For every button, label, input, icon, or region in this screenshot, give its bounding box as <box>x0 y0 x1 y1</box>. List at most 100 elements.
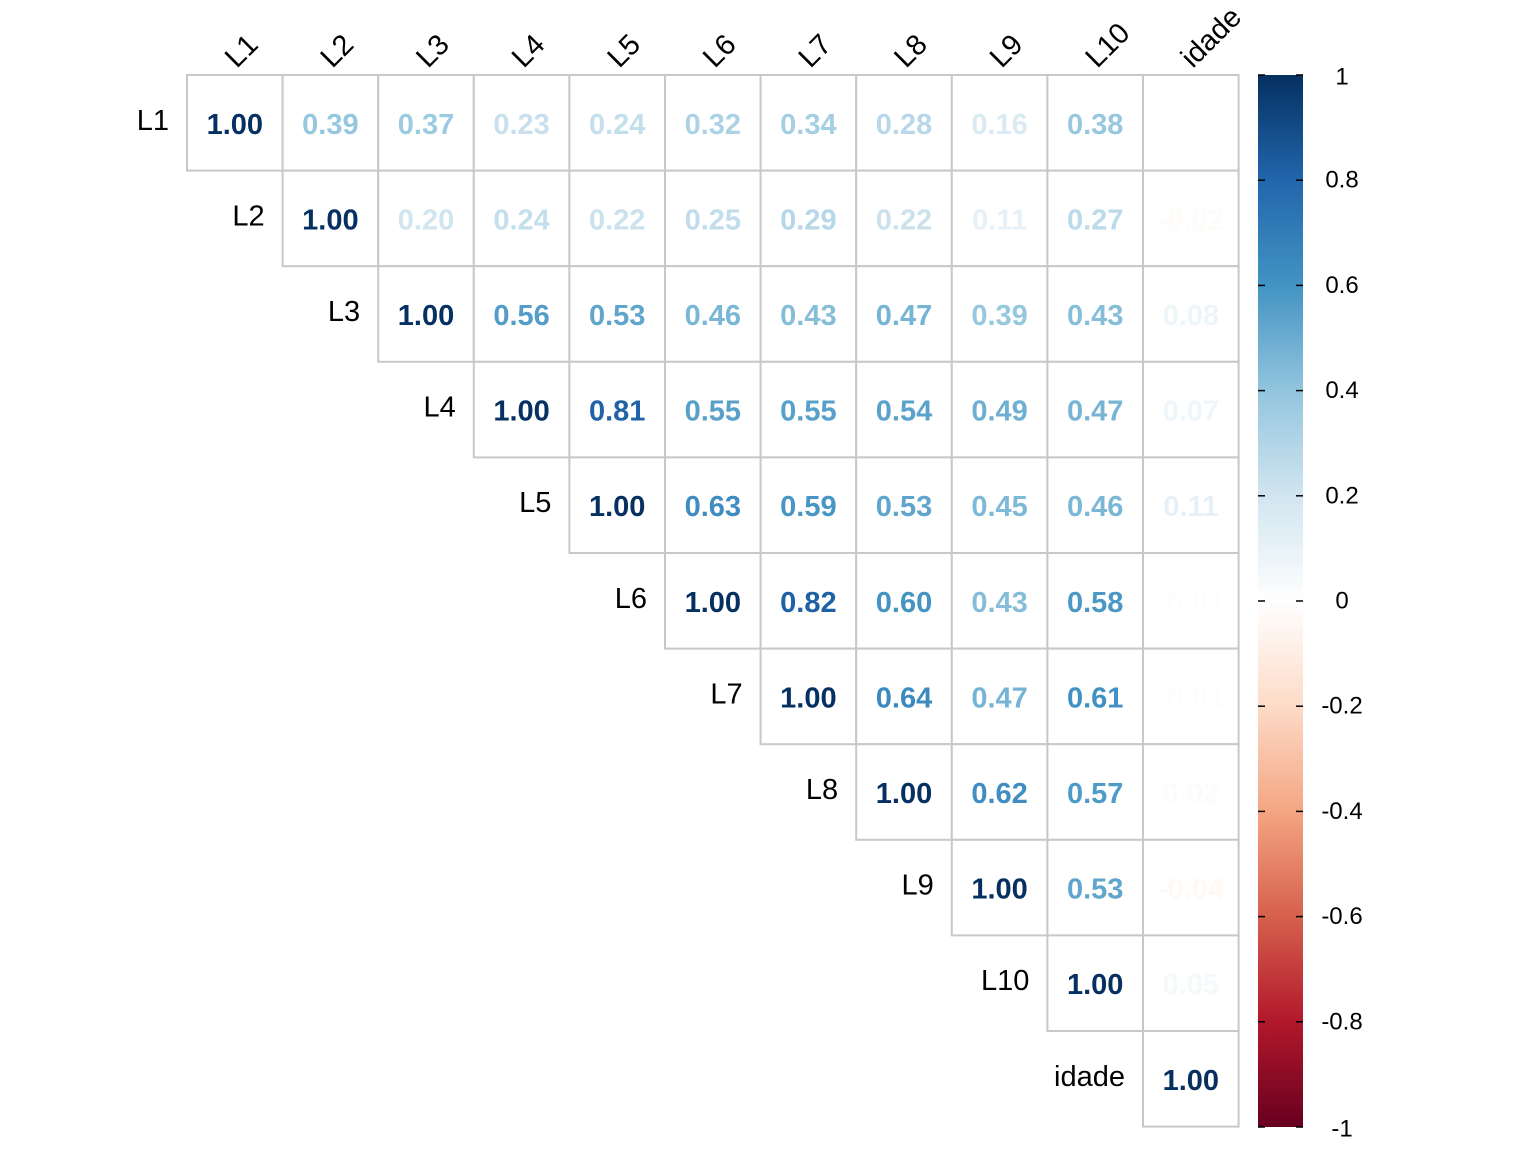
cell-value: 0.38 <box>1067 109 1123 141</box>
cell-value: 1.00 <box>1067 969 1123 1001</box>
row-label-L10: L10 <box>981 965 1029 997</box>
cell-idade-idade: 1.00 <box>1142 1030 1240 1128</box>
cell-box <box>568 456 667 554</box>
col-label-L2: L2 <box>315 29 360 74</box>
cell-box <box>950 360 1049 459</box>
cell-value: 0.53 <box>876 491 932 523</box>
cell-box <box>186 74 284 172</box>
cell-L3-idade: 0.08 <box>1142 265 1240 363</box>
colorbar-tick-label: -1 <box>1331 1116 1352 1143</box>
cell-box <box>855 456 953 554</box>
cell-L9-L9: 1.00 <box>950 838 1049 937</box>
colorbar-tick-label: 0.8 <box>1325 167 1358 194</box>
cell-L1-L10: 0.38 <box>1046 74 1145 172</box>
cell-value: 1.00 <box>493 396 549 428</box>
cell-L4-L10: 0.47 <box>1046 360 1145 459</box>
cell-value: 0.62 <box>971 778 1027 810</box>
cell-L1-L7: 0.34 <box>759 74 858 172</box>
cell-value: 0.25 <box>685 204 741 236</box>
cell-L3-L10: 0.43 <box>1046 265 1145 363</box>
cell-value: 1.00 <box>589 491 645 523</box>
cell-value: 0.63 <box>685 491 741 523</box>
cell-L2-L9: 0.11 <box>950 169 1049 268</box>
cell-L3-L3: 1.00 <box>377 265 475 363</box>
cell-box <box>1046 265 1145 363</box>
cell-value: 0.34 <box>780 109 836 141</box>
cell-L6-L6: 1.00 <box>664 552 762 650</box>
cell-value: 0.82 <box>780 587 836 619</box>
cell-box <box>281 169 380 268</box>
cell-value: 0.23 <box>493 109 549 141</box>
cell-L1-idade: 0.00 <box>1142 74 1240 172</box>
cell-L3-L4: 0.56 <box>472 265 571 363</box>
column-labels: L1 L2 L3 L4 L5 L6 L7 L8 L9 L10 idade <box>219 1 1248 74</box>
cell-value: 0.39 <box>302 109 358 141</box>
cell-L2-L2: 1.00 <box>281 169 380 268</box>
cell-value: 0.46 <box>685 300 741 332</box>
cell-value: 0.43 <box>1067 300 1123 332</box>
cell-L1-L3: 0.37 <box>377 74 475 172</box>
col-label-L3: L3 <box>410 29 455 74</box>
cell-value: 1.00 <box>207 109 263 141</box>
cell-value: 0.55 <box>780 396 836 428</box>
cell-L4-L4: 1.00 <box>472 360 571 459</box>
row-label-L4: L4 <box>424 392 456 424</box>
cell-value: 0.24 <box>493 204 549 236</box>
cell-box <box>855 743 953 841</box>
cell-box <box>950 647 1049 746</box>
cell-box <box>855 647 953 746</box>
cell-value: 0.59 <box>780 491 836 523</box>
cell-L1-L8: 0.28 <box>855 74 953 172</box>
cell-box <box>855 265 953 363</box>
cell-value: 1.00 <box>780 682 836 714</box>
cell-L9-L10: 0.53 <box>1046 838 1145 937</box>
colorbar-tick-label: -0.8 <box>1321 1008 1362 1035</box>
cell-value: 0.47 <box>876 300 932 332</box>
cell-value: 0.55 <box>685 396 741 428</box>
row-label-L8: L8 <box>806 774 838 806</box>
col-label-L10: L10 <box>1080 17 1137 74</box>
cell-L1-L6: 0.32 <box>664 74 762 172</box>
cell-L4-L9: 0.49 <box>950 360 1049 459</box>
cell-value: 0.49 <box>971 396 1027 428</box>
cell-L6-L8: 0.60 <box>855 552 953 650</box>
colorbar-tick-label: -0.2 <box>1321 693 1362 720</box>
colorbar-tick-label: 0.2 <box>1325 482 1358 509</box>
cell-L8-L10: 0.57 <box>1046 743 1145 841</box>
row-label-L3: L3 <box>328 296 360 328</box>
cell-L3-L9: 0.39 <box>950 265 1049 363</box>
cell-L3-L5: 0.53 <box>568 265 667 363</box>
cell-box <box>472 360 571 459</box>
cell-value: 0.43 <box>971 587 1027 619</box>
cell-box <box>472 169 571 268</box>
cell-value: 0.27 <box>1067 204 1123 236</box>
cell-value: 1.00 <box>876 778 932 810</box>
cell-value: 1.00 <box>302 204 358 236</box>
cell-value: -0.04 <box>1158 874 1224 906</box>
cell-box <box>950 552 1049 650</box>
cell-box <box>472 265 571 363</box>
cell-value: 0.20 <box>398 204 454 236</box>
cell-value: 0.45 <box>971 491 1027 523</box>
cell-L5-L6: 0.63 <box>664 456 762 554</box>
cell-L5-L8: 0.53 <box>855 456 953 554</box>
cell-value: -0.02 <box>1158 204 1224 236</box>
cell-box <box>950 838 1049 937</box>
cell-box <box>1046 934 1145 1033</box>
col-label-idade: idade <box>1175 1 1248 74</box>
cell-L4-L5: 0.81 <box>568 360 667 459</box>
cell-L4-L8: 0.54 <box>855 360 953 459</box>
cell-L5-idade: 0.11 <box>1142 456 1240 554</box>
cell-L10-L10: 1.00 <box>1046 934 1145 1033</box>
cell-value: 0.24 <box>589 109 645 141</box>
cell-L5-L5: 1.00 <box>568 456 667 554</box>
cell-L4-L7: 0.55 <box>759 360 858 459</box>
colorbar-tick-label: 1 <box>1335 64 1348 91</box>
cell-value: 0.53 <box>1067 874 1123 906</box>
cell-L7-L8: 0.64 <box>855 647 953 746</box>
cell-value: 0.22 <box>589 204 645 236</box>
cell-box <box>759 552 858 650</box>
cell-L6-L10: 0.58 <box>1046 552 1145 650</box>
cell-box <box>1142 265 1240 363</box>
